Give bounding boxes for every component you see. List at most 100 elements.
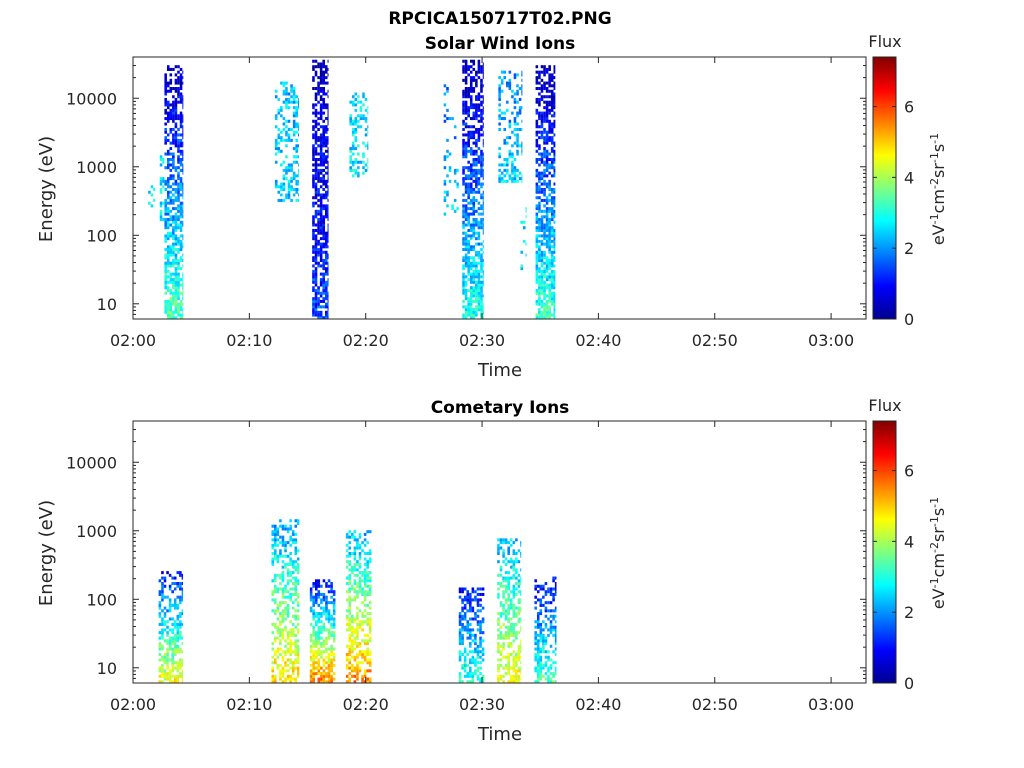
heatmap-cell xyxy=(548,283,551,287)
heatmap-cell xyxy=(538,299,541,303)
heatmap-cell xyxy=(345,598,349,602)
heatmap-cell xyxy=(182,212,184,216)
heatmap-cell xyxy=(498,179,501,183)
heatmap-cell xyxy=(534,584,537,588)
heatmap-cell xyxy=(297,579,300,583)
heatmap-cell xyxy=(174,89,178,93)
heatmap-cell xyxy=(466,625,470,629)
heatmap-cell xyxy=(464,152,468,156)
heatmap-cell xyxy=(553,168,556,172)
heatmap-cell xyxy=(509,631,513,635)
heatmap-cell xyxy=(467,310,470,314)
heatmap-cell xyxy=(179,595,182,599)
heatmap-cell xyxy=(469,288,473,293)
heatmap-cell xyxy=(284,549,287,553)
heatmap-cell xyxy=(358,625,362,629)
heatmap-cell xyxy=(520,661,522,665)
heatmap-cell xyxy=(482,226,484,230)
heatmap-cell xyxy=(504,584,508,588)
heatmap-cell xyxy=(294,568,298,572)
heatmap-cell xyxy=(295,174,298,178)
heatmap-cell xyxy=(545,302,549,306)
heatmap-cell xyxy=(545,166,549,170)
heatmap-cell xyxy=(324,269,328,273)
heatmap-cell xyxy=(366,622,369,626)
heatmap-cell xyxy=(506,168,509,172)
heatmap-cell xyxy=(179,67,183,71)
heatmap-cell xyxy=(327,291,329,295)
heatmap-cell xyxy=(540,65,544,69)
heatmap-cell xyxy=(472,117,476,121)
heatmap-cell xyxy=(469,592,472,596)
heatmap-cell xyxy=(280,198,283,202)
heatmap-cell xyxy=(482,174,484,178)
heatmap-cell xyxy=(515,680,518,684)
heatmap-cell xyxy=(294,652,298,657)
heatmap-cell xyxy=(461,639,464,643)
heatmap-cell xyxy=(312,584,315,588)
heatmap-cell xyxy=(361,650,364,654)
heatmap-cell xyxy=(176,614,180,618)
heatmap-cell xyxy=(287,163,291,167)
heatmap-cell xyxy=(312,250,315,254)
heatmap-cell xyxy=(164,73,167,77)
heatmap-cell xyxy=(349,122,352,126)
heatmap-cell xyxy=(520,541,522,545)
heatmap-cell xyxy=(179,305,183,309)
heatmap-cell xyxy=(354,130,358,134)
heatmap-cell xyxy=(508,122,512,126)
heatmap-cell xyxy=(464,275,468,279)
heatmap-cell xyxy=(540,174,544,178)
heatmap-cell xyxy=(179,636,182,640)
heatmap-cell xyxy=(545,267,549,271)
heatmap-cell xyxy=(480,127,483,131)
heatmap-cell xyxy=(550,234,554,238)
heatmap-cell xyxy=(513,166,517,170)
heatmap-cell xyxy=(325,647,328,651)
heatmap-cell xyxy=(319,207,323,211)
heatmap-cell xyxy=(276,650,280,654)
heatmap-cell xyxy=(554,587,557,591)
heatmap-cell xyxy=(324,245,328,249)
heatmap-cell xyxy=(324,253,328,257)
heatmap-cell xyxy=(458,631,462,635)
heatmap-cell xyxy=(166,152,170,156)
heatmap-cell xyxy=(482,182,484,186)
heatmap-cell xyxy=(474,650,477,654)
heatmap-cell xyxy=(164,299,167,303)
heatmap-cell xyxy=(553,248,556,252)
heatmap-cell xyxy=(282,160,286,164)
heatmap-cell xyxy=(172,177,175,181)
heatmap-cell xyxy=(164,234,167,238)
heatmap-cell xyxy=(458,614,462,618)
heatmap-cell xyxy=(345,655,349,659)
heatmap-cell xyxy=(539,609,543,613)
heatmap-cell xyxy=(177,185,180,189)
heatmap-cell xyxy=(161,595,164,599)
heatmap-cell xyxy=(538,204,541,208)
heatmap-cell xyxy=(159,209,163,213)
heatmap-cell xyxy=(548,65,551,69)
heatmap-cell xyxy=(480,100,483,104)
heatmap-cell xyxy=(512,666,516,670)
heatmap-cell xyxy=(539,587,543,591)
heatmap-cell xyxy=(504,617,508,621)
heatmap-cell xyxy=(182,220,184,224)
heatmap-cell xyxy=(475,264,478,268)
heatmap-cell xyxy=(543,305,546,309)
heatmap-cell xyxy=(168,587,172,591)
heatmap-cell xyxy=(453,209,457,213)
heatmap-cell xyxy=(312,614,315,618)
heatmap-cell xyxy=(312,234,315,238)
heatmap-cell xyxy=(463,617,467,621)
heatmap-cell xyxy=(358,622,362,626)
heatmap-cell xyxy=(348,661,352,665)
heatmap-cell xyxy=(280,193,283,197)
heatmap-cell xyxy=(282,100,286,104)
heatmap-cell xyxy=(292,106,296,110)
heatmap-cell xyxy=(294,546,298,550)
heatmap-cell xyxy=(297,674,300,678)
heatmap-cell xyxy=(281,587,285,591)
heatmap-cell xyxy=(312,258,315,262)
heatmap-cell xyxy=(177,174,180,178)
